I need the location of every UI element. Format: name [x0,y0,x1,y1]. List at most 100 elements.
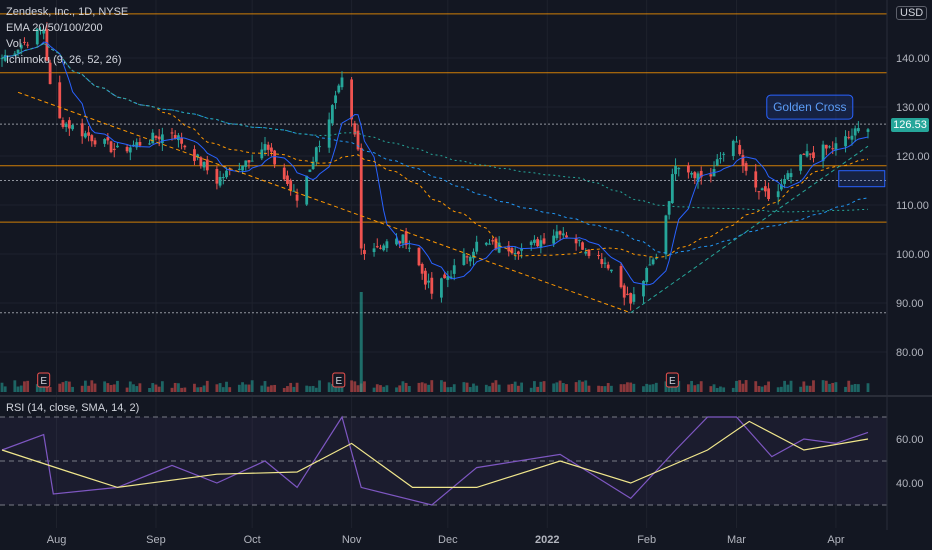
candle[interactable] [561,233,565,236]
candle[interactable] [237,168,241,170]
candle[interactable] [430,277,434,294]
candle[interactable] [199,157,203,167]
candle[interactable] [847,137,851,139]
candle[interactable] [587,249,591,256]
candle[interactable] [183,145,187,148]
candle[interactable] [472,251,475,259]
candle[interactable] [667,201,671,215]
candle[interactable] [844,136,847,147]
candle[interactable] [282,167,286,180]
candle[interactable] [228,169,232,171]
candle[interactable] [626,293,629,295]
moving-average-line[interactable] [1,43,869,213]
candle[interactable] [67,120,71,129]
candle[interactable] [696,173,700,182]
candle[interactable] [542,238,546,244]
candle[interactable] [353,123,357,135]
downtrend-line[interactable] [17,91,631,314]
candle[interactable] [654,257,658,259]
earnings-marker[interactable] [37,372,51,388]
candle[interactable] [632,294,636,302]
legend-vol[interactable]: Vol [6,38,22,50]
candle[interactable] [13,53,17,55]
candle[interactable] [783,179,787,184]
candle[interactable] [292,190,296,192]
candle[interactable] [664,215,668,255]
candle[interactable] [308,169,312,172]
candle[interactable] [510,248,514,254]
candle[interactable] [48,62,52,85]
candle[interactable] [379,247,382,249]
candle[interactable] [193,149,196,161]
candle[interactable] [805,151,809,157]
candle[interactable] [719,158,722,160]
candle[interactable] [61,120,65,127]
candle[interactable] [173,134,177,140]
candle[interactable] [674,165,677,175]
candle[interactable] [71,125,74,130]
candle[interactable] [314,147,318,162]
candle[interactable] [600,259,604,265]
candle[interactable] [327,119,331,148]
candle[interactable] [138,141,142,146]
candle[interactable] [488,243,491,245]
golden-cross-box[interactable] [766,94,854,120]
candle[interactable] [420,264,424,274]
candle[interactable] [375,246,379,248]
candle[interactable] [318,146,321,148]
candle[interactable] [260,149,264,159]
candle[interactable] [443,274,447,279]
candle[interactable] [103,139,107,144]
candle[interactable] [536,239,540,247]
candle[interactable] [581,242,584,250]
candle[interactable] [533,239,536,243]
candle[interactable] [475,241,479,252]
candle[interactable] [270,147,273,152]
legend-ema[interactable]: EMA 20/50/100/200 [6,22,103,34]
candle[interactable] [715,159,719,166]
candle[interactable] [35,28,39,45]
candle[interactable] [83,133,87,138]
candle[interactable] [26,44,30,46]
candle[interactable] [395,238,398,245]
candle[interactable] [824,144,828,149]
candle[interactable] [642,280,645,297]
candle[interactable] [417,247,421,266]
candle[interactable] [529,241,533,245]
candle[interactable] [3,55,7,61]
uptrend-line[interactable] [630,145,869,314]
candle[interactable] [263,144,267,151]
candle[interactable] [289,180,293,191]
candle[interactable] [112,148,116,151]
rsi-line[interactable] [1,415,869,506]
candle[interactable] [446,276,450,280]
candle[interactable] [799,154,803,171]
candle[interactable] [744,163,748,171]
candle[interactable] [427,280,430,283]
candle[interactable] [645,267,649,283]
candle[interactable] [462,253,466,265]
candle[interactable] [404,231,408,246]
candle[interactable] [738,145,742,155]
candle[interactable] [109,141,113,153]
candle[interactable] [382,245,386,251]
candle[interactable] [311,161,315,170]
candle[interactable] [90,135,94,142]
candle[interactable] [802,153,806,155]
candle[interactable] [786,173,790,180]
earnings-marker[interactable] [665,372,679,388]
candle[interactable] [452,265,456,274]
candle[interactable] [125,146,129,152]
candle[interactable] [648,264,652,266]
candle[interactable] [757,191,761,193]
candle[interactable] [148,143,151,145]
candle[interactable] [407,247,411,249]
candle[interactable] [767,188,770,199]
candle[interactable] [225,170,228,178]
candle[interactable] [606,264,610,269]
candle[interactable] [603,262,607,264]
candle[interactable] [241,165,244,171]
candle[interactable] [850,135,854,140]
candle[interactable] [340,77,344,88]
candle[interactable] [597,255,600,257]
